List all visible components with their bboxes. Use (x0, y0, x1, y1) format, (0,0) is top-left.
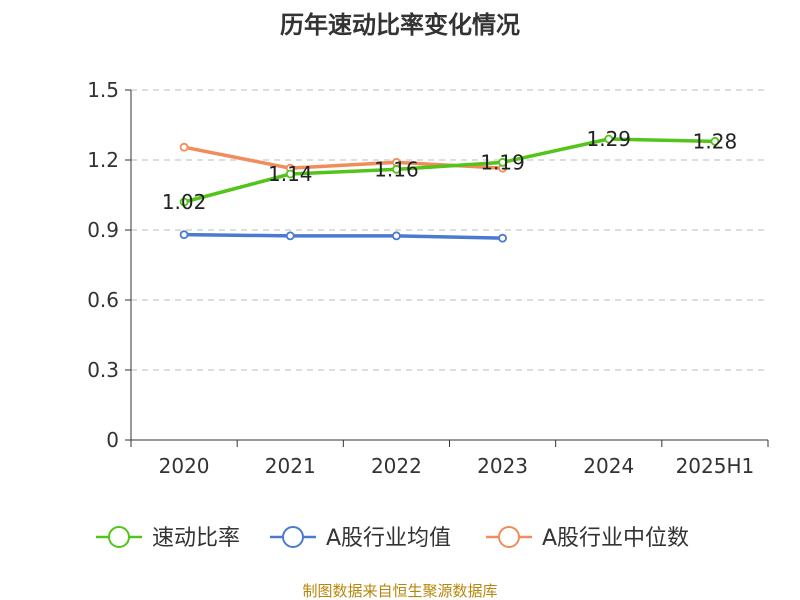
x-tick-label: 2020 (159, 454, 210, 478)
legend-item[interactable]: A股行业中位数 (486, 526, 689, 551)
data-label: 1.19 (480, 150, 525, 174)
data-point (710, 136, 720, 146)
y-tick-label: 0.6 (87, 288, 119, 312)
series-lines (179, 134, 720, 243)
x-tick-label: 2021 (265, 454, 316, 478)
source-note: 制图数据来自恒生聚源数据库 (302, 582, 497, 600)
legend-item[interactable]: A股行业均值 (270, 526, 451, 551)
chart-title: 历年速动比率变化情况 (280, 11, 520, 39)
data-label: 1.29 (586, 127, 631, 151)
legend-marker-icon (498, 526, 520, 548)
axes: 0 0.3 0.6 0.9 1.2 1.5 2020 2021 2022 2023 2024 2025… (87, 78, 769, 478)
data-label: 1.16 (374, 157, 419, 181)
legend-label: 速动比率 (152, 526, 240, 551)
x-tick-label: 2023 (477, 454, 528, 478)
data-point (498, 233, 507, 243)
data-point (392, 164, 401, 174)
legend-item[interactable]: 速动比率 (96, 526, 240, 551)
y-tick-label: 0 (106, 428, 119, 452)
legend[interactable]: 速动比率 A股行业均值 A股行业中位数 (96, 526, 689, 551)
data-point (285, 169, 295, 179)
y-tick-label: 1.5 (87, 78, 119, 102)
legend-marker-icon (108, 526, 130, 548)
data-point (604, 134, 614, 144)
data-labels: 1.02 1.14 1.16 1.19 1.29 1.28 (162, 127, 737, 214)
data-point (285, 231, 295, 241)
grid (131, 89, 768, 371)
legend-label: A股行业中位数 (542, 526, 689, 551)
series-line (182, 232, 505, 240)
y-tick-label: 0.3 (87, 358, 119, 382)
data-point (179, 230, 189, 240)
data-point (179, 197, 189, 207)
x-tick-label: 2022 (371, 454, 422, 478)
x-tick-label: 2025H1 (676, 454, 755, 478)
y-tick-label: 1.2 (87, 148, 119, 172)
data-point (392, 231, 401, 241)
series-line (182, 137, 717, 204)
data-label: 1.28 (693, 129, 738, 153)
x-tick-label: 2024 (583, 454, 634, 478)
data-label: 1.02 (162, 190, 207, 214)
data-label: 1.14 (268, 162, 313, 186)
data-point (179, 142, 189, 152)
data-point (498, 157, 507, 167)
legend-label: A股行业均值 (326, 526, 451, 551)
y-tick-label: 0.9 (87, 218, 119, 242)
legend-marker-icon (282, 526, 304, 548)
